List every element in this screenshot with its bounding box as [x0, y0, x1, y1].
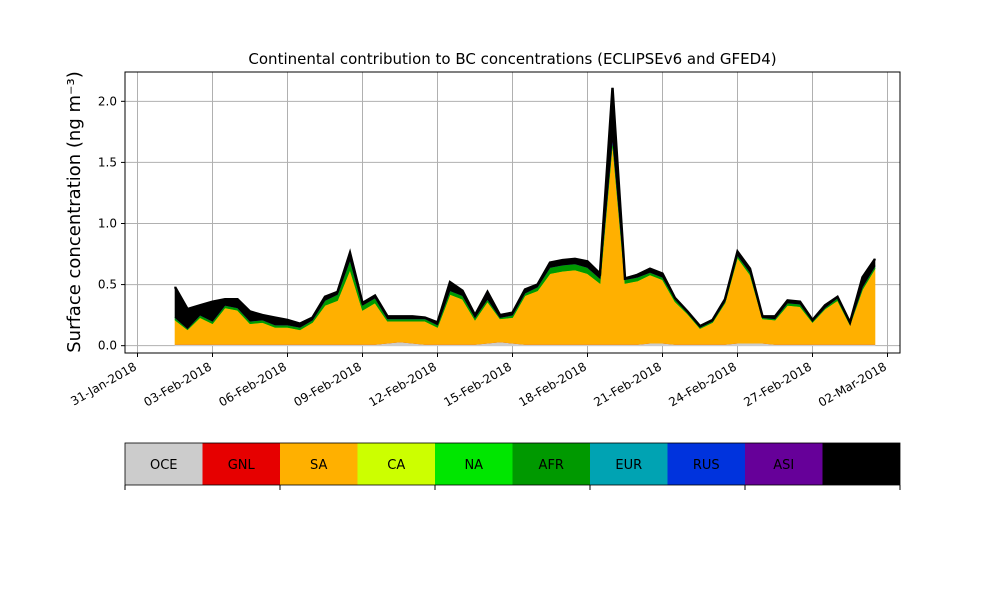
x-tick-label: 24-Feb-2018	[666, 359, 739, 409]
legend-swatch-oce	[125, 443, 203, 485]
stacked-areas	[173, 87, 877, 346]
legend-label-sa: SA	[310, 458, 327, 473]
y-tick-label: 0.5	[98, 278, 117, 292]
x-tick-label: 21-Feb-2018	[591, 359, 664, 409]
x-tick-label: 15-Feb-2018	[441, 359, 514, 409]
legend-swatch-na	[435, 443, 513, 485]
legend-swatch-afr	[512, 443, 590, 485]
area-aus	[174, 87, 876, 329]
legend-label-na: NA	[464, 458, 483, 473]
area-sa	[174, 142, 876, 345]
legend-label-afr: AFR	[539, 458, 564, 473]
x-tick-label: 18-Feb-2018	[516, 359, 589, 409]
x-tick-label: 31-Jan-2018	[68, 359, 139, 408]
x-tick-label: 09-Feb-2018	[291, 359, 364, 409]
legend-label-aus: AUS	[848, 458, 875, 473]
legend-frame	[124, 442, 901, 486]
chart-title: Continental contribution to BC concentra…	[248, 50, 776, 68]
x-tick-label: 03-Feb-2018	[141, 359, 214, 409]
y-tick-label: 1.5	[98, 155, 117, 169]
x-tick-label: 06-Feb-2018	[216, 359, 289, 409]
x-tick-label: 12-Feb-2018	[366, 359, 439, 409]
legend-label-ca: CA	[387, 458, 405, 473]
legend-swatch-asi	[745, 443, 823, 485]
y-tick-label: 0.0	[98, 339, 117, 353]
y-tick-label: 2.0	[98, 94, 117, 108]
legend-swatch-eur	[590, 443, 668, 485]
legend-swatch-ca	[357, 443, 435, 485]
x-tick-label: 27-Feb-2018	[741, 359, 814, 409]
y-axis-label: Surface concentration (ng m⁻³)	[64, 71, 85, 353]
legend-swatch-aus	[822, 443, 900, 485]
legend-swatch-rus	[667, 443, 745, 485]
x-axis: 31-Jan-2018 03-Feb-2018 06-Feb-2018 09-Feb-…	[68, 353, 889, 410]
legend-label-oce: OCE	[150, 458, 178, 473]
legend-label-eur: EUR	[615, 458, 642, 473]
y-axis: 0.0 0.5 1.0 1.5 2.0	[98, 94, 125, 353]
legend-label-rus: RUS	[693, 458, 720, 473]
legend: OCE GNL SA CA NA AFR EUR RUS ASI AUS	[124, 442, 901, 490]
legend-swatch-gnl	[202, 443, 280, 485]
y-tick-label: 1.0	[98, 216, 117, 230]
x-tick-label: 02-Mar-2018	[816, 359, 889, 409]
total-outline	[173, 87, 877, 328]
legend-label-gnl: GNL	[228, 458, 256, 473]
legend-label-asi: ASI	[773, 458, 794, 473]
legend-swatch-sa	[280, 443, 358, 485]
